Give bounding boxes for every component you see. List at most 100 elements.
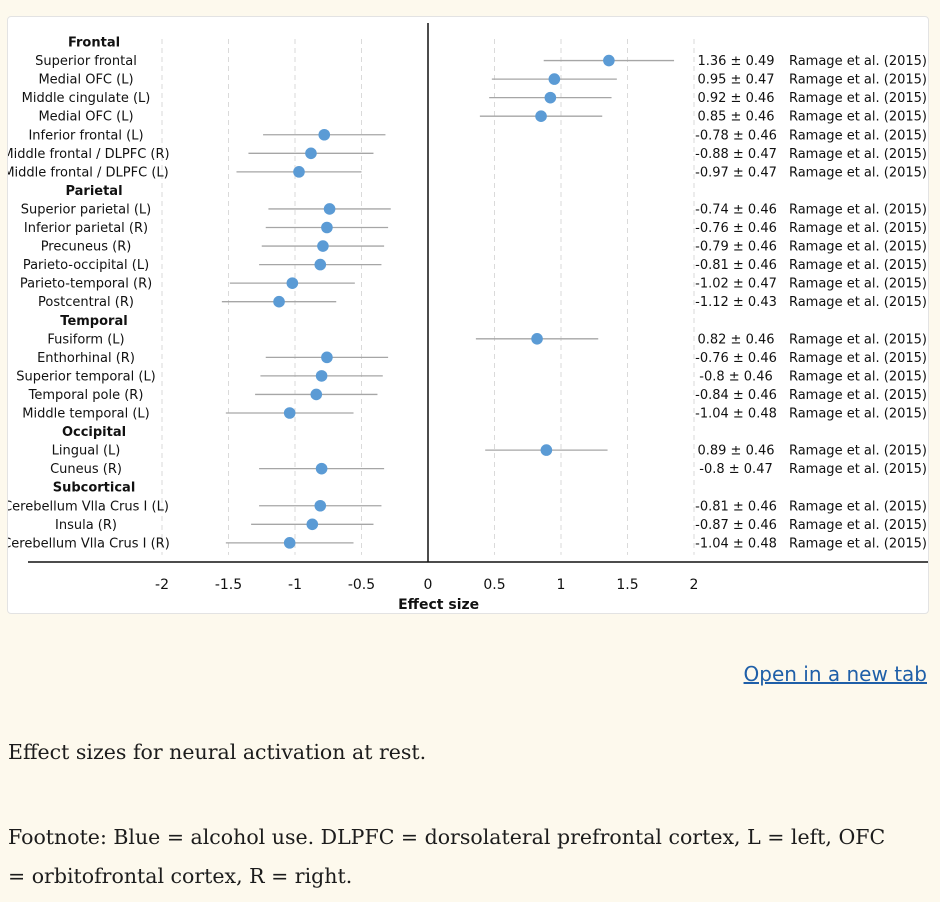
source-label: Ramage et al. (2015) (789, 277, 927, 292)
source-label: Ramage et al. (2015) (789, 295, 927, 310)
forest-plot: Frontal Superior frontal 1.36 ± 0.49 Ramage… (8, 23, 928, 613)
source-label: Ramage et al. (2015) (789, 369, 927, 384)
effect-value: -0.88 ± 0.47 (695, 147, 777, 162)
group-heading: Parietal (65, 184, 122, 199)
region-label: Lingual (L) (52, 444, 121, 459)
effect-point (306, 518, 319, 531)
group-heading: Frontal (68, 36, 120, 51)
effect-point (544, 91, 557, 104)
x-tick-label: 1.5 (616, 577, 638, 593)
source-label: Ramage et al. (2015) (789, 444, 927, 459)
group-heading: Occipital (62, 425, 126, 440)
effect-value: -0.76 ± 0.46 (695, 221, 777, 236)
effect-point (603, 54, 615, 67)
region-label: Inferior frontal (L) (28, 128, 143, 143)
source-label: Ramage et al. (2015) (789, 351, 927, 366)
figure-card: Frontal Superior frontal 1.36 ± 0.49 Ramage… (7, 16, 929, 614)
region-label: Cerebellum Vlla Crus I (R) (8, 536, 170, 551)
effect-value: 0.95 ± 0.47 (697, 73, 774, 88)
effect-value: -1.12 ± 0.43 (695, 295, 777, 310)
group-heading: Temporal (60, 314, 127, 329)
effect-value: 0.89 ± 0.46 (697, 444, 774, 459)
effect-value: -0.8 ± 0.46 (699, 369, 772, 384)
region-label: Cuneus (R) (50, 462, 122, 477)
x-tick-label: -2 (155, 577, 169, 593)
region-label: Precuneus (R) (41, 240, 132, 255)
source-label: Ramage et al. (2015) (789, 462, 927, 477)
region-label: Postcentral (R) (38, 295, 134, 310)
effect-point (315, 370, 328, 382)
source-label: Ramage et al. (2015) (789, 147, 927, 162)
effect-value: -0.97 ± 0.47 (695, 165, 777, 180)
source-label: Ramage et al. (2015) (789, 332, 927, 347)
source-label: Ramage et al. (2015) (789, 110, 927, 125)
region-label: Middle frontal / DLPFC (R) (8, 147, 170, 162)
effect-point (318, 128, 331, 141)
effect-point (317, 240, 329, 252)
figure-footnote: Footnote: Blue = alcohol use. DLPFC = do… (8, 825, 886, 888)
effect-point (315, 462, 328, 475)
effect-point (321, 221, 333, 234)
effect-value: 0.85 ± 0.46 (697, 110, 774, 125)
region-label: Parieto-occipital (L) (23, 258, 149, 273)
x-axis-label: Effect size (398, 597, 479, 613)
source-label: Ramage et al. (2015) (789, 518, 927, 533)
effect-value: -0.87 ± 0.46 (695, 518, 777, 533)
effect-value: -0.81 ± 0.46 (695, 258, 777, 273)
source-label: Ramage et al. (2015) (789, 128, 927, 143)
source-label: Ramage et al. (2015) (789, 499, 927, 514)
source-label: Ramage et al. (2015) (789, 536, 927, 551)
region-label: Superior parietal (L) (21, 202, 152, 217)
source-label: Ramage et al. (2015) (789, 240, 927, 255)
effect-point (314, 258, 327, 271)
region-label: Parieto-temporal (R) (20, 277, 152, 292)
effect-value: 0.82 ± 0.46 (697, 332, 774, 347)
source-label: Ramage et al. (2015) (789, 73, 927, 88)
effect-point (323, 203, 336, 215)
effect-point (321, 351, 333, 364)
region-label: Cerebellum Vlla Crus I (L) (8, 499, 169, 514)
effect-value: -0.74 ± 0.46 (695, 202, 777, 217)
source-label: Ramage et al. (2015) (789, 258, 927, 273)
region-label: Middle cingulate (L) (22, 91, 151, 106)
x-tick-label: 0 (424, 577, 433, 593)
effect-point (305, 147, 317, 160)
region-label: Temporal pole (R) (28, 388, 144, 403)
effect-value: -0.84 ± 0.46 (695, 388, 777, 403)
effect-point (310, 388, 323, 401)
region-label: Middle temporal (L) (22, 407, 149, 422)
group-heading: Subcortical (53, 481, 136, 496)
effect-point (283, 407, 296, 419)
source-label: Ramage et al. (2015) (789, 165, 927, 180)
x-tick-label: 1 (557, 577, 566, 593)
effect-point (293, 166, 305, 178)
x-tick-label: -1.5 (215, 577, 242, 593)
source-label: Ramage et al. (2015) (789, 221, 927, 236)
x-tick-label: 2 (690, 577, 699, 593)
source-label: Ramage et al. (2015) (789, 202, 927, 217)
x-tick-label: -0.5 (348, 577, 375, 593)
effect-value: -0.79 ± 0.46 (695, 240, 777, 255)
effect-value: -1.04 ± 0.48 (695, 407, 777, 422)
effect-value: -1.04 ± 0.48 (695, 536, 777, 551)
open-in-new-tab-link[interactable]: Open in a new tab (743, 662, 927, 686)
region-label: Enthorhinal (R) (37, 351, 135, 366)
source-label: Ramage et al. (2015) (789, 91, 927, 106)
effect-value: -0.8 ± 0.47 (699, 462, 772, 477)
effect-value: -1.02 ± 0.47 (695, 277, 777, 292)
source-label: Ramage et al. (2015) (789, 388, 927, 403)
effect-point (314, 499, 327, 512)
region-label: Superior frontal (35, 54, 137, 69)
region-label: Insula (R) (55, 518, 117, 533)
effect-point (283, 537, 296, 549)
effect-point (531, 333, 543, 345)
effect-point (273, 295, 285, 308)
figure-caption: Effect sizes for neural activation at re… (8, 740, 427, 764)
effect-value: 0.92 ± 0.46 (697, 91, 774, 106)
effect-value: -0.78 ± 0.46 (695, 128, 777, 143)
region-label: Medial OFC (L) (38, 73, 133, 88)
region-label: Medial OFC (L) (38, 110, 133, 125)
x-tick-label: 0.5 (483, 577, 505, 593)
region-label: Middle frontal / DLPFC (L) (8, 165, 169, 180)
region-label: Superior temporal (L) (16, 369, 156, 384)
